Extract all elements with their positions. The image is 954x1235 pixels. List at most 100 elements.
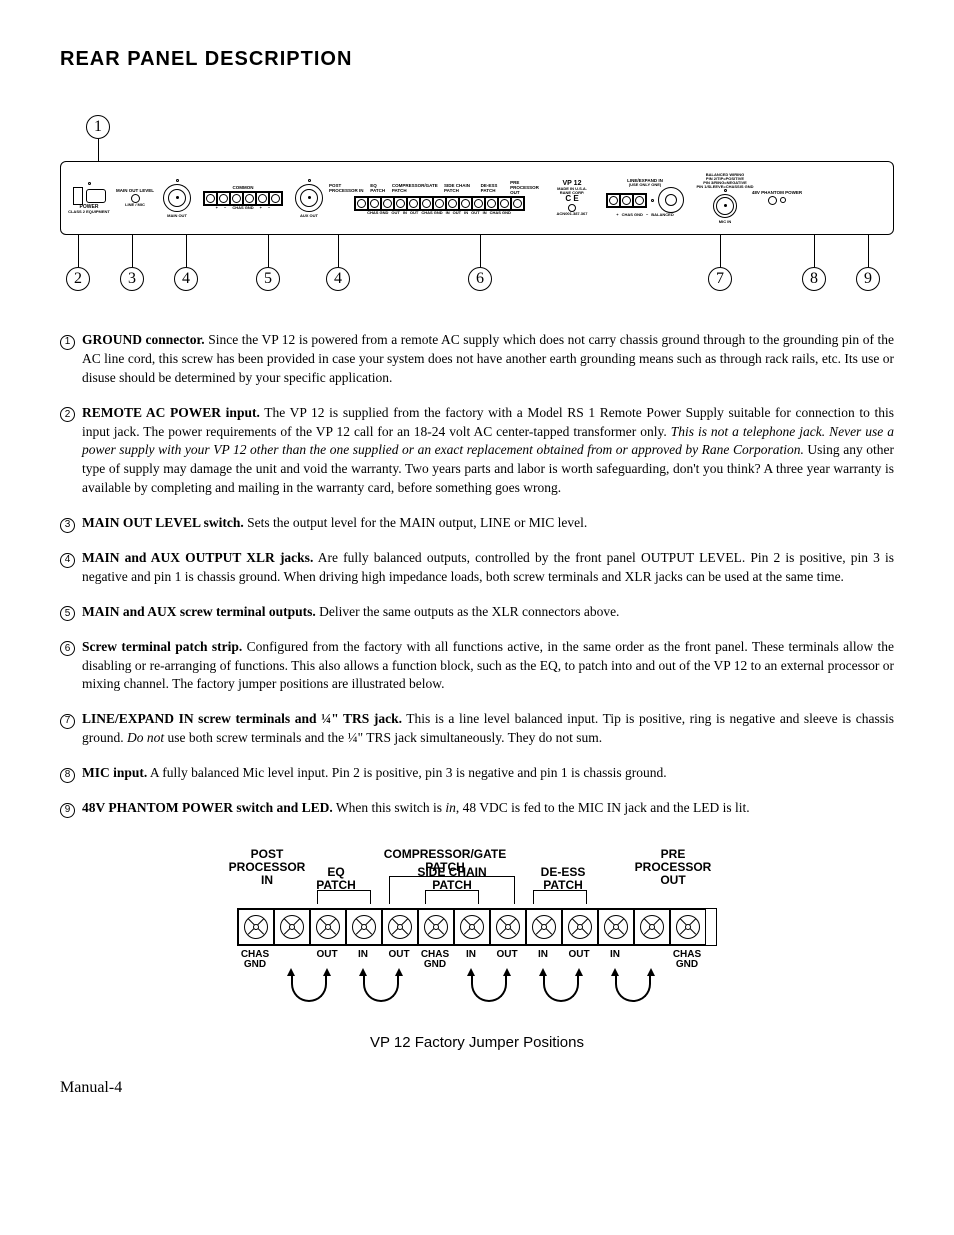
jumper-bottom-label: CHASGND	[237, 946, 273, 970]
jumper-top-labels: POSTPROCESSORIN EQPATCH COMPRESSOR/GATEP…	[237, 848, 717, 908]
jumper-arc	[615, 976, 651, 1002]
arrowhead-icon	[539, 968, 547, 976]
arrowhead-icon	[323, 968, 331, 976]
callout-circle: 7	[708, 267, 732, 291]
item-number: 5	[60, 603, 82, 622]
plus-label-2: +	[260, 206, 262, 210]
minus-label: −	[224, 206, 226, 210]
rear-panel-outline: POWER CLASS 2 EQUIPMENT MAIN OUT LEVEL L…	[60, 161, 894, 235]
item-text: MIC input. A fully balanced Mic level in…	[82, 764, 894, 783]
jumper-terminal	[238, 909, 274, 945]
description-item: 6Screw terminal patch strip. Configured …	[60, 638, 894, 695]
jumper-bottom-label	[273, 946, 309, 970]
jumper-bottom-label: IN	[453, 946, 489, 970]
page-footer: Manual-4	[60, 1079, 894, 1097]
aux-out-label: AUX OUT	[300, 214, 318, 218]
callout-circle: 9	[856, 267, 880, 291]
jumper-bottom-label: IN	[597, 946, 633, 970]
callout-lead	[720, 235, 721, 267]
jumper-bottom-label: OUT	[309, 946, 345, 970]
arrowhead-icon	[467, 968, 475, 976]
rear-panel-diagram: POWER CLASS 2 EQUIPMENT MAIN OUT LEVEL L…	[60, 91, 894, 291]
description-item: 2REMOTE AC POWER input. The VP 12 is sup…	[60, 404, 894, 498]
de-ess-label: DE-ESS PATCH	[481, 184, 507, 194]
callout-circle: 5	[256, 267, 280, 291]
description-item: 1GROUND connector. Since the VP 12 is po…	[60, 331, 894, 388]
chas-gnd-2: CHAS GND	[367, 211, 388, 215]
callout-lead	[268, 235, 269, 267]
callout-circle: 3	[120, 267, 144, 291]
mic-in-label: MIC IN	[719, 220, 731, 224]
callout-lead	[814, 235, 815, 267]
jumper-bottom-label: OUT	[561, 946, 597, 970]
jl-pre-proc-out: PREPROCESSOROUT	[633, 848, 713, 888]
balanced-label: BALANCED	[651, 213, 673, 217]
arrowhead-icon	[359, 968, 367, 976]
item-number: 4	[60, 549, 82, 587]
description-item: 948V PHANTOM POWER switch and LED. When …	[60, 799, 894, 818]
jumper-bottom-labels: CHASGNDOUTINOUTCHASGNDINOUTINOUTINCHASGN…	[237, 946, 717, 970]
description-item: 3MAIN OUT LEVEL switch. Sets the output …	[60, 514, 894, 533]
jumper-terminal	[346, 909, 382, 945]
item-number: 1	[60, 331, 82, 388]
callout-circle: 4	[326, 267, 350, 291]
jumper-bottom-label	[633, 946, 669, 970]
jumper-terminal	[598, 909, 634, 945]
item-text: MAIN and AUX OUTPUT XLR jacks. Are fully…	[82, 549, 894, 587]
main-out-label: MAIN OUT	[167, 214, 187, 218]
jumper-arc	[543, 976, 579, 1002]
jumper-terminal	[490, 909, 526, 945]
callout-circle: 4	[174, 267, 198, 291]
arrowhead-icon	[611, 968, 619, 976]
description-item: 4MAIN and AUX OUTPUT XLR jacks. Are full…	[60, 549, 894, 587]
item-number: 3	[60, 514, 82, 533]
item-number: 6	[60, 638, 82, 695]
callout-circle: 1	[86, 115, 110, 139]
callout-lead	[98, 139, 99, 161]
jumper-arc	[471, 976, 507, 1002]
item-number: 7	[60, 710, 82, 748]
callout-circle: 6	[468, 267, 492, 291]
item-number: 8	[60, 764, 82, 783]
description-item: 7LINE/EXPAND IN screw terminals and ¼" T…	[60, 710, 894, 748]
item-text: GROUND connector. Since the VP 12 is pow…	[82, 331, 894, 388]
page-title: REAR PANEL DESCRIPTION	[60, 48, 894, 71]
jumper-terminal	[526, 909, 562, 945]
jumper-terminal	[310, 909, 346, 945]
arrowhead-icon	[287, 968, 295, 976]
description-item: 8MIC input. A fully balanced Mic level i…	[60, 764, 894, 783]
post-proc-in-label: POST PROCESSOR IN	[329, 184, 366, 194]
jumper-terminal	[274, 909, 310, 945]
jumper-terminal	[562, 909, 598, 945]
comp-gate-label: COMPRESSOR/GATE PATCH	[392, 184, 440, 194]
jumper-bottom-label: IN	[525, 946, 561, 970]
callout-lead	[868, 235, 869, 267]
item-text: REMOTE AC POWER input. The VP 12 is supp…	[82, 404, 894, 498]
description-item: 5MAIN and AUX screw terminal outputs. De…	[60, 603, 894, 622]
ce-label: C E	[565, 195, 578, 204]
line-mic-label: LINE / MIC	[125, 203, 145, 207]
minus-label-2: −	[268, 206, 270, 210]
jumper-terminal	[418, 909, 454, 945]
callout-lead	[78, 235, 79, 267]
chas-gnd-label: CHAS GND	[232, 206, 253, 210]
jumper-caption: VP 12 Factory Jumper Positions	[237, 1034, 717, 1051]
class2-label: CLASS 2 EQUIPMENT	[68, 210, 110, 214]
item-text: Screw terminal patch strip. Configured f…	[82, 638, 894, 695]
jl-eq: EQPATCH	[311, 866, 361, 892]
item-text: LINE/EXPAND IN screw terminals and ¼" TR…	[82, 710, 894, 748]
jumper-terminal	[454, 909, 490, 945]
jumper-bottom-label: OUT	[489, 946, 525, 970]
pre-proc-out-label: PRE PROCESSOR OUT	[510, 181, 549, 196]
jumper-terminal	[382, 909, 418, 945]
item-number: 2	[60, 404, 82, 498]
callout-lead	[186, 235, 187, 267]
item-text: 48V PHANTOM POWER switch and LED. When t…	[82, 799, 894, 818]
jumper-arcs	[237, 976, 717, 1022]
arrowhead-icon	[575, 968, 583, 976]
jl-post-proc-in: POSTPROCESSORIN	[227, 848, 307, 888]
side-chain-label: SIDE CHAIN PATCH	[444, 184, 477, 194]
jumper-bottom-label: IN	[345, 946, 381, 970]
jumper-terminal	[634, 909, 670, 945]
jumper-arc	[363, 976, 399, 1002]
